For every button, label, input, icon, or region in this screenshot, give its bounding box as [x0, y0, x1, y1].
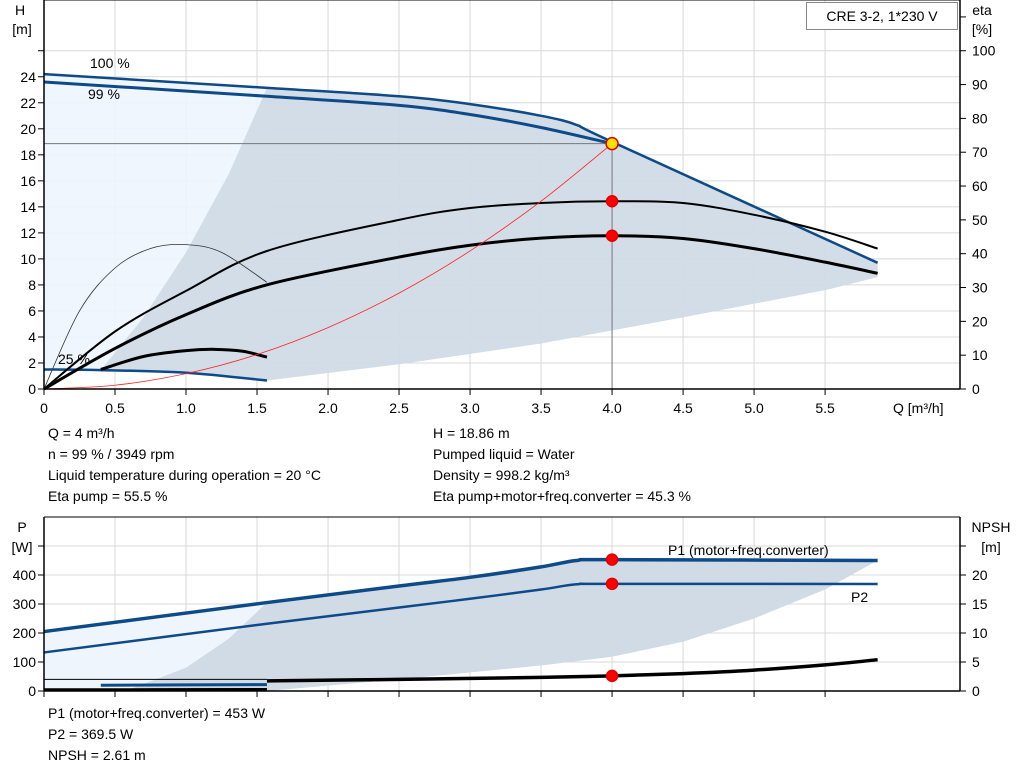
label-p1: P1 (motor+freq.converter): [668, 542, 829, 558]
head-y2-tick-label: 60: [972, 178, 988, 194]
q-axis-title: Q [m³/h]: [893, 400, 944, 416]
head-y-tick-label: 12: [20, 225, 36, 241]
flow-readout: Q = 4 m³/h: [48, 425, 115, 441]
head-y2-tick-label: 20: [972, 313, 988, 329]
duty-point-head: [605, 136, 619, 151]
label-100-percent: 100 %: [90, 55, 130, 71]
top-info-left: Q = 4 m³/h n = 99 % / 3949 rpm Liquid te…: [48, 423, 321, 507]
head-y-tick-label: 18: [20, 147, 36, 163]
eta-pump-readout: Eta pump = 55.5 %: [48, 488, 168, 504]
head-y2-tick-label: 100: [972, 43, 996, 59]
head-x-tick-label: 4.0: [602, 400, 622, 416]
head-y-tick-label: 22: [20, 95, 36, 111]
p-axis-title: P: [17, 519, 26, 535]
h-99-curve: [43, 80, 613, 146]
power-y2-tick-label: 0: [972, 683, 980, 699]
top-info-right: H = 18.86 m Pumped liquid = Water Densit…: [433, 423, 691, 507]
eta-total-25-curve: [100, 347, 268, 371]
head-y2-tick-label: 90: [972, 77, 988, 93]
duty-point-p2: [605, 577, 619, 591]
eta-axis-unit: [%]: [972, 21, 992, 37]
p2-readout: P2 = 369.5 W: [48, 726, 134, 742]
head-x-tick-label: 3.5: [531, 400, 551, 416]
eta-total-readout: Eta pump+motor+freq.converter = 45.3 %: [433, 488, 691, 504]
label-25-percent: 25 %: [58, 351, 90, 367]
head-x-tick-label: 2.0: [318, 400, 338, 416]
npsh-axis-title: NPSH: [972, 519, 1011, 535]
power-y-tick-label: 100: [13, 654, 37, 670]
duty-point-eta-pump: [605, 195, 619, 208]
head-y-tick-label: 6: [28, 303, 36, 319]
head-x-tick-label: 2.5: [389, 400, 409, 416]
head-y2-tick-label: 10: [972, 347, 988, 363]
head-y2-tick-label: 50: [972, 212, 988, 228]
power-y-tick-label: 300: [13, 596, 37, 612]
power-y2-tick-label: 15: [972, 596, 988, 612]
eta-pump-25-curve: [43, 243, 268, 390]
system-curve: [43, 143, 613, 390]
bottom-info: P1 (motor+freq.converter) = 453 W P2 = 3…: [48, 703, 265, 766]
power-y-tick-label: 0: [28, 683, 36, 699]
density-readout: Density = 998.2 kg/m³: [433, 467, 570, 483]
head-x-tick-label: 1.5: [247, 400, 267, 416]
npsh-readout: NPSH = 2.61 m: [48, 747, 146, 763]
eta-total-curve: [43, 234, 878, 391]
head-x-tick-label: 0.5: [105, 400, 125, 416]
power-y2-tick-label: 20: [972, 567, 988, 583]
p-axis-unit: [W]: [12, 539, 33, 555]
head-y-tick-label: 14: [20, 199, 36, 215]
head-y-tick-label: 2: [28, 355, 36, 371]
label-99-percent: 99 %: [88, 86, 120, 102]
p1-readout: P1 (motor+freq.converter) = 453 W: [48, 705, 266, 721]
power-y2-tick-label: 10: [972, 625, 988, 641]
p2-25-curve: [100, 683, 267, 687]
power-y2-tick-label: 5: [972, 654, 980, 670]
power-gray-region: [129, 559, 878, 691]
p1-curve: [43, 557, 878, 634]
head-y2-tick-label: 70: [972, 144, 988, 160]
h-axis-title: H: [15, 2, 25, 18]
pump-title-box: CRE 3-2, 1*230 V: [806, 2, 958, 30]
head-y-tick-label: 20: [20, 121, 36, 137]
head-y2-tick-label: 80: [972, 110, 988, 126]
head-y-tick-label: 8: [28, 277, 36, 293]
head-y-tick-label: 24: [20, 69, 36, 85]
temperature-readout: Liquid temperature during operation = 20…: [48, 467, 321, 483]
duty-point-p1: [605, 553, 619, 566]
h-axis-unit: [m]: [12, 21, 31, 37]
h-25-curve: [43, 368, 268, 382]
head-y2-tick-label: 30: [972, 280, 988, 296]
head-x-tick-label: 5.0: [744, 400, 764, 416]
npsh-axis-unit: [m]: [981, 539, 1000, 555]
head-y2-tick-label: 40: [972, 246, 988, 262]
p2-curve: [43, 582, 878, 654]
head-y2-tick-label: 0: [972, 381, 980, 397]
head-y-tick-label: 16: [20, 173, 36, 189]
eta-axis-title: eta: [972, 2, 992, 18]
duty-point-npsh: [605, 669, 619, 683]
head-x-tick-label: 3.0: [460, 400, 480, 416]
head-x-tick-label: 1.0: [176, 400, 196, 416]
liquid-readout: Pumped liquid = Water: [433, 446, 575, 462]
head-y-tick-label: 0: [28, 381, 36, 397]
h-100-curve: [43, 72, 879, 264]
head-x-tick-label: 0: [40, 400, 48, 416]
npsh-curve: [266, 657, 878, 683]
head-readout: H = 18.86 m: [433, 425, 510, 441]
head-x-tick-label: 5.5: [815, 400, 835, 416]
gray-operating-region: [100, 87, 878, 381]
head-y-tick-label: 4: [28, 329, 36, 345]
power-y-tick-label: 200: [13, 625, 37, 641]
duty-point-eta-total: [605, 229, 619, 243]
speed-readout: n = 99 % / 3949 rpm: [48, 446, 175, 462]
head-x-tick-label: 4.5: [673, 400, 693, 416]
power-y-tick-label: 400: [13, 567, 37, 583]
eta-pump-curve: [43, 200, 878, 390]
label-p2: P2: [851, 589, 868, 605]
head-y-tick-label: 10: [20, 251, 36, 267]
